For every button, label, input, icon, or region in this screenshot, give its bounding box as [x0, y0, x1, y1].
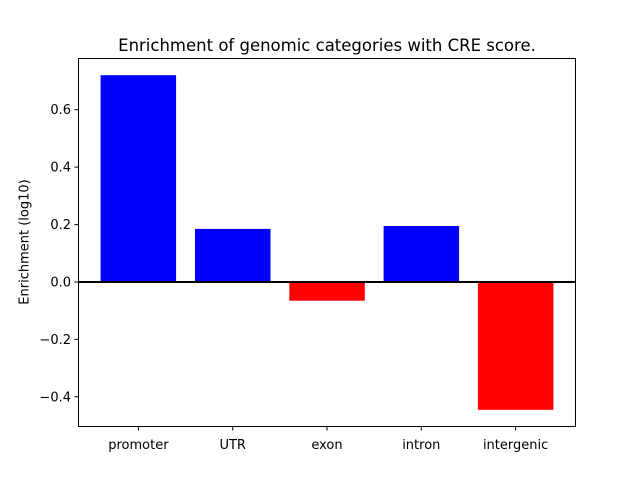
x-tick-label-UTR: UTR — [219, 438, 246, 453]
bar-exon — [289, 282, 365, 301]
bar-UTR — [195, 228, 271, 282]
x-tick-label-promoter: promoter — [108, 438, 169, 453]
y-tick-label: −0.4 — [39, 390, 71, 405]
chart-title: Enrichment of genomic categories with CR… — [118, 36, 536, 55]
bar-promoter — [100, 75, 177, 282]
bar-intron — [383, 226, 460, 282]
x-tick-label-intergenic: intergenic — [483, 438, 548, 453]
y-tick-label: 0.4 — [50, 161, 71, 176]
y-tick-label: 0.6 — [50, 103, 71, 118]
y-tick-label: 0.2 — [50, 218, 71, 233]
x-tick-label-exon: exon — [311, 438, 342, 453]
plot-frame — [78, 58, 576, 427]
y-tick-label: 0.0 — [50, 276, 71, 291]
y-tick-label: −0.2 — [39, 333, 71, 348]
x-tick-label-intron: intron — [402, 438, 440, 453]
bar-intergenic — [477, 282, 554, 410]
